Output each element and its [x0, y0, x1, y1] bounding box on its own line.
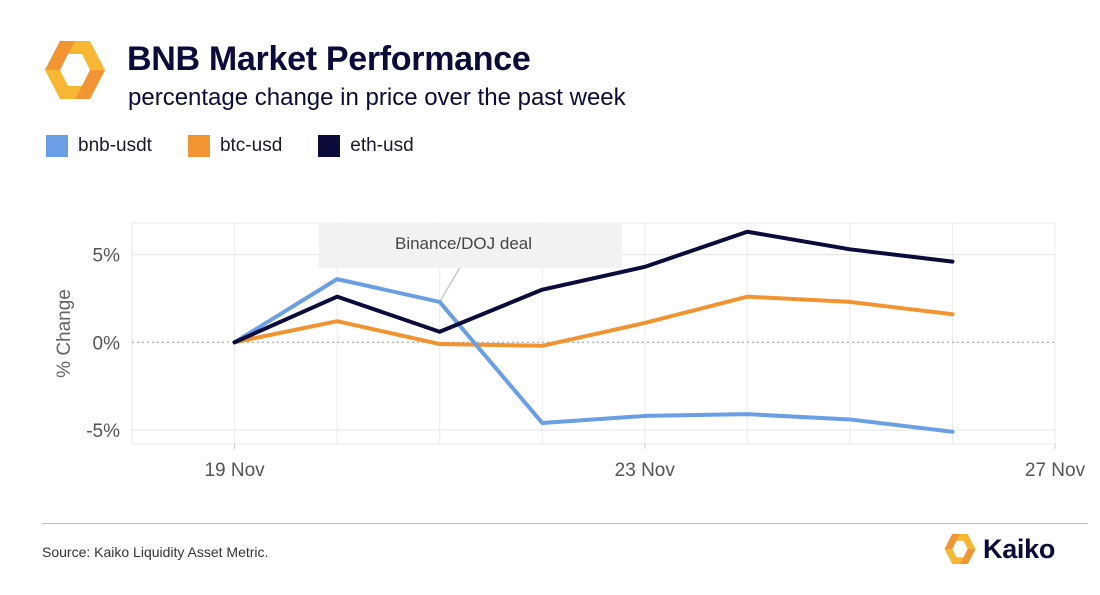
- source-note: Source: Kaiko Liquidity Asset Metric.: [42, 544, 269, 560]
- axis-layer: -5% 0% 5% 19 Nov 23 Nov 27 Nov % Change: [54, 246, 1086, 481]
- annotation-box: [319, 224, 622, 268]
- kaiko-brand: Kaiko: [943, 532, 1055, 566]
- series-layer: [232, 229, 955, 434]
- y-tick-label: -5%: [86, 421, 120, 442]
- annotation-connector: [439, 267, 461, 303]
- kaiko-logo-icon: [944, 534, 976, 564]
- x-tick-label: 19 Nov: [204, 460, 265, 481]
- series-line-eth-usd: [232, 229, 955, 345]
- series-line-btc-usd: [232, 294, 955, 348]
- legend-item-btc-usd: btc-usd: [187, 135, 283, 157]
- legend-swatch-eth-usd: [318, 135, 341, 157]
- footer-divider: [42, 523, 1088, 524]
- legend-item-bnb-usdt: bnb-usdt: [46, 135, 152, 157]
- chart-subtitle: percentage change in price over the past…: [128, 84, 626, 111]
- annotation-layer: Binance/DOJ deal: [319, 224, 622, 303]
- legend-swatch-btc-usd: [187, 135, 210, 157]
- legend: bnb-usdt btc-usd eth-usd: [46, 135, 450, 157]
- x-tick-label: 27 Nov: [1025, 460, 1086, 481]
- y-axis-label: % Change: [54, 289, 75, 378]
- legend-label-btc-usd: btc-usd: [219, 135, 283, 156]
- legend-item-eth-usd: eth-usd: [318, 135, 414, 157]
- chart-title: BNB Market Performance: [127, 40, 531, 78]
- legend-label-eth-usd: eth-usd: [350, 135, 414, 156]
- kaiko-hexagon-icon: [45, 41, 105, 99]
- legend-swatch-bnb-usdt: [46, 135, 68, 157]
- x-tick-label: 23 Nov: [615, 460, 676, 481]
- brand-name: Kaiko: [983, 533, 1056, 564]
- y-tick-label: 0%: [93, 333, 121, 354]
- series-line-bnb-usdt: [232, 277, 955, 434]
- legend-label-bnb-usdt: bnb-usdt: [78, 135, 152, 156]
- y-tick-label: 5%: [93, 246, 121, 267]
- annotation-label: Binance/DOJ deal: [395, 234, 532, 253]
